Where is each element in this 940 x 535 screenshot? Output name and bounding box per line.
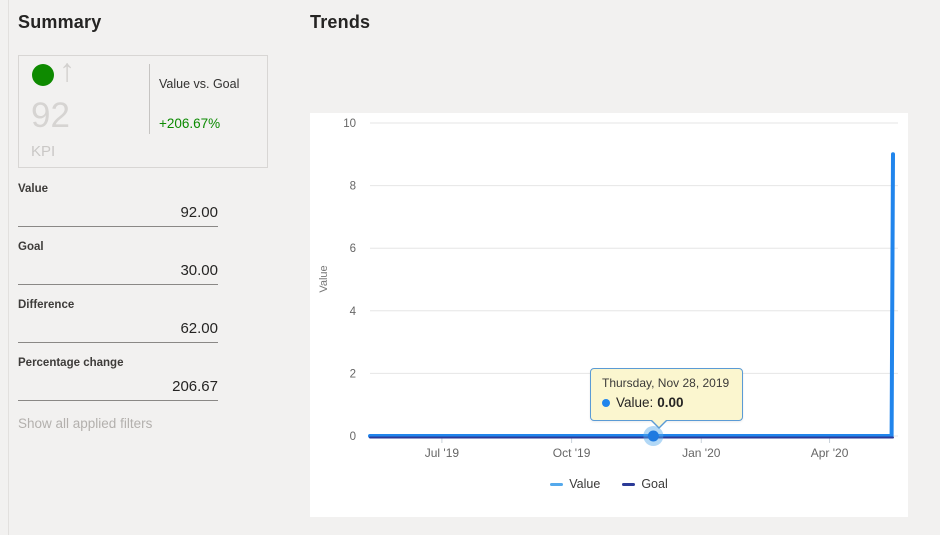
kpi-status-icon [32, 64, 54, 86]
legend-label: Value [569, 477, 601, 491]
legend-swatch-goal [622, 482, 636, 486]
legend-item-goal[interactable]: Goal [622, 477, 668, 491]
y-tick-label: 6 [350, 243, 356, 255]
field-row-difference: Difference 62.00 [18, 299, 218, 343]
kpi-label: KPI [31, 143, 56, 160]
field-value: 30.00 [180, 262, 218, 279]
field-row-value: Value 92.00 [18, 183, 218, 227]
pane-divider [8, 0, 9, 535]
x-tick-label: Jan '20 [682, 446, 721, 460]
kpi-card[interactable]: ↑ 92 KPI Value vs. Goal +206.67% [18, 52, 268, 168]
summary-title: Summary [18, 12, 102, 32]
y-tick-label: 8 [350, 181, 356, 193]
x-tick-label: Oct '19 [553, 446, 591, 460]
y-axis-title: Value [318, 265, 330, 292]
x-tick-label: Jul '19 [425, 446, 460, 460]
kpi-card-divider [149, 64, 150, 134]
field-value: 92.00 [180, 204, 218, 221]
legend-item-value[interactable]: Value [550, 477, 600, 491]
field-value: 206.67 [172, 378, 218, 395]
kpi-comparison-label: Value vs. Goal [159, 77, 240, 91]
legend-swatch-value [550, 482, 564, 486]
series-line-value[interactable] [368, 152, 895, 438]
field-label: Value [18, 183, 49, 195]
field-label: Goal [18, 241, 44, 253]
field-label: Difference [18, 299, 75, 311]
tooltip-date: Thursday, Nov 28, 2019 [602, 376, 730, 390]
y-tick-label: 10 [343, 118, 356, 130]
kpi-big-value: 92 [31, 96, 70, 135]
y-tick-label: 0 [350, 431, 356, 443]
trend-chart[interactable]: 0 2 4 6 8 10 Value Jul '19 Oct '19 Jan '20 Apr '20 [310, 113, 908, 517]
tooltip-series-label: Value: [616, 395, 654, 410]
x-tick-label: Apr '20 [811, 446, 849, 460]
kpi-comparison-value: +206.67% [159, 116, 221, 131]
tooltip-series-bullet-icon [602, 398, 610, 407]
field-value: 62.00 [180, 320, 218, 337]
trends-title: Trends [310, 12, 371, 32]
tooltip-value: 0.00 [657, 395, 684, 410]
tooltip: Thursday, Nov 28, 2019 Value: 0.00 [590, 368, 743, 429]
legend-label: Goal [641, 477, 668, 491]
summary-fields: Value 92.00 Goal 30.00 Difference 62.00 … [18, 183, 218, 415]
field-row-percentage-change: Percentage change 206.67 [18, 357, 218, 401]
show-all-applied-filters-link[interactable]: Show all applied filters [18, 416, 153, 431]
y-tick-label: 4 [350, 306, 357, 318]
y-tick-label: 2 [350, 368, 356, 380]
data-point-marker[interactable] [647, 430, 659, 442]
trend-chart-panel: 0 2 4 6 8 10 Value Jul '19 Oct '19 Jan '20 Apr '20… [310, 113, 908, 517]
field-row-goal: Goal 30.00 [18, 241, 218, 285]
chart-legend: Value Goal [310, 477, 908, 491]
up-arrow-icon: ↑ [59, 52, 75, 88]
field-label: Percentage change [18, 357, 124, 369]
